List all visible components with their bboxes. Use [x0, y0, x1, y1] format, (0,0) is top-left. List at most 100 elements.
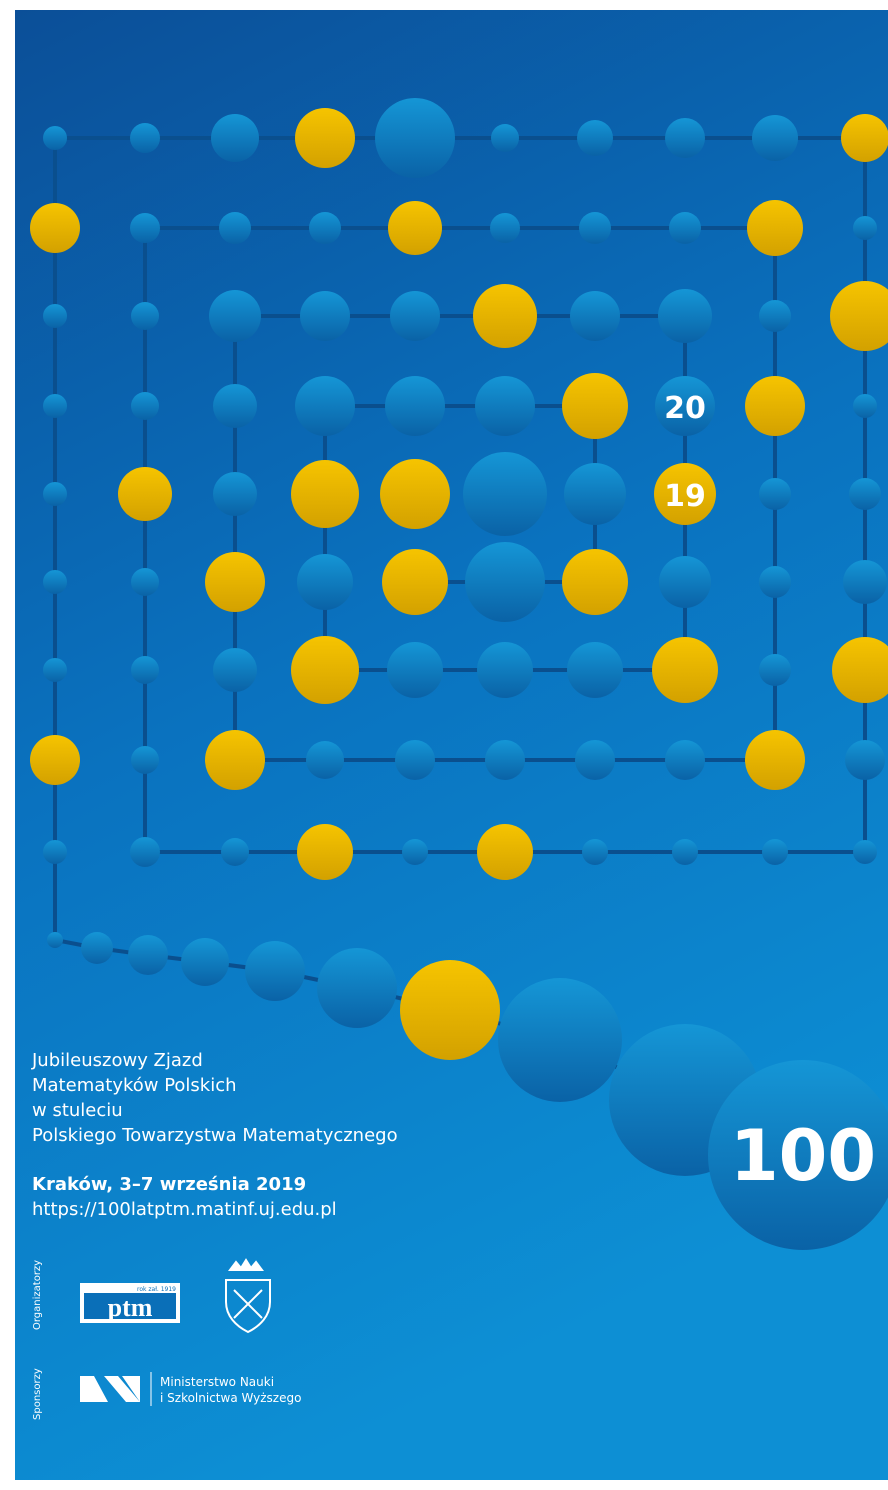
- blue-dot: [498, 978, 622, 1102]
- blue-dot: [181, 938, 229, 986]
- blue-dot: [81, 932, 113, 964]
- blue-dot: [209, 290, 261, 342]
- title-line: Jubileuszowy Zjazd: [31, 1050, 203, 1071]
- blue-dot: [567, 642, 623, 698]
- blue-dot: [130, 837, 160, 867]
- blue-dot: [131, 302, 159, 330]
- page: {"poster": { "badge_top": "20", "badge_b…: [0, 0, 888, 1490]
- blue-dot: [579, 212, 611, 244]
- yellow-dot: [291, 460, 359, 528]
- yellow-dot: [291, 636, 359, 704]
- blue-dot: [491, 124, 519, 152]
- blue-dot: [463, 452, 547, 536]
- blue-dot: [128, 935, 168, 975]
- blue-dot: [477, 642, 533, 698]
- blue-dot: [752, 115, 798, 161]
- blue-dot: [43, 840, 67, 864]
- yellow-dot: [477, 824, 533, 880]
- blue-dot: [245, 941, 305, 1001]
- blue-dot: [577, 120, 613, 156]
- blue-dot: [306, 741, 344, 779]
- blue-dot: [131, 656, 159, 684]
- yellow-dot: [841, 114, 888, 162]
- url: https://100latptm.matinf.uj.edu.pl: [32, 1199, 337, 1220]
- blue-dot: [853, 840, 877, 864]
- blue-dot: [213, 472, 257, 516]
- blue-dot: [43, 304, 67, 328]
- badge-bottom: 19: [664, 479, 706, 514]
- yellow-dot: [388, 201, 442, 255]
- blue-dot: [390, 291, 440, 341]
- blue-dot: [570, 291, 620, 341]
- blue-dot: [43, 394, 67, 418]
- blue-dot: [309, 212, 341, 244]
- blue-dot: [669, 212, 701, 244]
- blue-dot: [658, 289, 712, 343]
- yellow-dot: [297, 824, 353, 880]
- blue-dot: [43, 126, 67, 150]
- ptm-logo: ptm: [108, 1293, 153, 1322]
- blue-dot: [295, 376, 355, 436]
- blue-dot: [47, 932, 63, 948]
- blue-dot: [672, 839, 698, 865]
- yellow-dot: [562, 549, 628, 615]
- blue-dot: [490, 213, 520, 243]
- blue-dot: [575, 740, 615, 780]
- blue-dot: [213, 384, 257, 428]
- blue-dot: [465, 542, 545, 622]
- blue-dot: [131, 746, 159, 774]
- big-number: 100: [730, 1115, 876, 1197]
- yellow-dot: [30, 735, 80, 785]
- blue-dot: [131, 392, 159, 420]
- yellow-dot: [747, 200, 803, 256]
- blue-dot: [385, 376, 445, 436]
- blue-dot: [759, 300, 791, 332]
- blue-dot: [211, 114, 259, 162]
- blue-dot: [219, 212, 251, 244]
- yellow-dot: [118, 467, 172, 521]
- ministry-line: i Szkolnictwa Wyższego: [160, 1391, 301, 1405]
- blue-dot: [659, 556, 711, 608]
- blue-dot: [297, 554, 353, 610]
- blue-dot: [845, 740, 885, 780]
- yellow-dot: [745, 376, 805, 436]
- blue-dot: [849, 478, 881, 510]
- blue-dot: [582, 839, 608, 865]
- blue-dot: [853, 394, 877, 418]
- blue-dot: [475, 376, 535, 436]
- blue-dot: [843, 560, 887, 604]
- blue-dot: [564, 463, 626, 525]
- blue-dot: [395, 740, 435, 780]
- blue-dot: [300, 291, 350, 341]
- blue-dot: [221, 838, 249, 866]
- blue-dot: [485, 740, 525, 780]
- blue-dot: [759, 566, 791, 598]
- blue-dot: [43, 482, 67, 506]
- blue-dot: [759, 478, 791, 510]
- badge-top: 20: [664, 391, 706, 426]
- yellow-dot: [205, 552, 265, 612]
- ptm-founded: rok zał. 1919: [137, 1286, 176, 1293]
- poster: 20 19 100 Jubileuszowy Zjazd Matematyków…: [0, 0, 888, 1490]
- blue-dot: [387, 642, 443, 698]
- blue-dot: [375, 98, 455, 178]
- yellow-dot: [205, 730, 265, 790]
- yellow-dot: [382, 549, 448, 615]
- yellow-dot: [400, 960, 500, 1060]
- place-date: Kraków, 3–7 września 2019: [32, 1174, 306, 1195]
- ministry-line: Ministerstwo Nauki: [160, 1375, 274, 1389]
- blue-dot: [665, 740, 705, 780]
- blue-dot: [131, 568, 159, 596]
- yellow-dot: [473, 284, 537, 348]
- yellow-dot: [652, 637, 718, 703]
- blue-dot: [759, 654, 791, 686]
- blue-dot: [43, 570, 67, 594]
- yellow-dot: [745, 730, 805, 790]
- blue-dot: [130, 213, 160, 243]
- blue-dot: [665, 118, 705, 158]
- blue-dot: [762, 839, 788, 865]
- sponsors-label: Sponsorzy: [32, 1368, 43, 1420]
- blue-dot: [317, 948, 397, 1028]
- yellow-dot: [562, 373, 628, 439]
- title-line: Matematyków Polskich: [32, 1075, 237, 1096]
